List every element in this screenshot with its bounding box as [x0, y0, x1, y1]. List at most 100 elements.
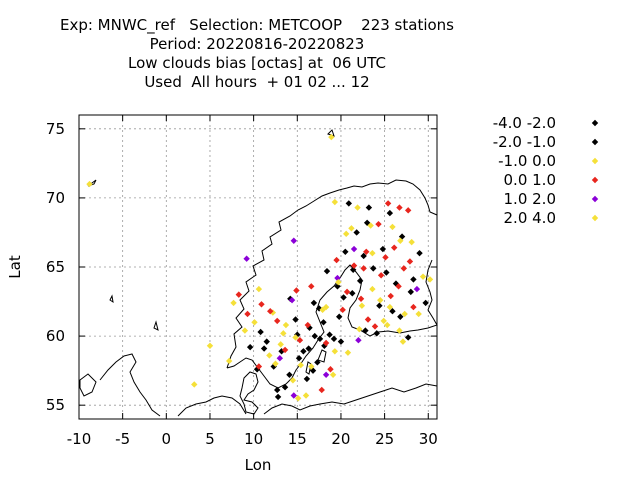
station-point [297, 361, 304, 369]
station-point [303, 375, 311, 383]
station-point [389, 308, 396, 315]
station-point [370, 265, 377, 272]
shetland-coast [153, 320, 159, 331]
x-tick-label: 25 [375, 430, 394, 448]
station-point [342, 230, 350, 238]
station-point [391, 244, 398, 251]
station-point [329, 371, 337, 378]
station-point [263, 338, 270, 345]
legend-entry-label: 0.0 1.0 [504, 171, 556, 189]
station-point [349, 266, 357, 273]
station-point [363, 248, 370, 255]
x-tick-label: 10 [244, 430, 263, 448]
legend-entry-label: -2.0 -1.0 [493, 133, 556, 151]
continent-coast [177, 383, 438, 417]
station-point [369, 285, 376, 293]
station-point [350, 245, 358, 253]
station-point [386, 209, 394, 217]
legend: -4.0 -2.0-2.0 -1.0-1.0 0.00.0 1.01.0 2.0… [493, 114, 599, 227]
legend-entry-marker [591, 119, 599, 127]
legend-entry-marker [591, 176, 599, 184]
station-point [410, 303, 417, 311]
station-point [292, 334, 299, 341]
station-point [383, 269, 390, 276]
station-point [257, 328, 264, 336]
station-point [323, 267, 331, 275]
station-point [206, 342, 214, 349]
station-point [276, 355, 284, 362]
station-point [304, 321, 311, 329]
station-point [376, 302, 383, 309]
station-point [335, 279, 342, 286]
title-line-4: Used All hours + 01 02 ... 12 [144, 73, 370, 91]
station-point [310, 299, 318, 307]
gotland-coast [317, 349, 327, 363]
station-point [191, 381, 198, 388]
station-point [399, 338, 407, 345]
x-tick-label: 20 [331, 430, 350, 448]
station-point [396, 204, 403, 211]
grid-lines [78, 115, 437, 419]
x-tick-label: 0 [162, 430, 172, 448]
station-point [384, 321, 391, 329]
legend-entry-marker [591, 138, 599, 146]
x-tick-label: -5 [115, 430, 130, 448]
station-point [274, 317, 281, 325]
station-point [356, 277, 364, 285]
station-point [401, 310, 408, 318]
station-point [350, 262, 358, 269]
station-point [331, 198, 339, 206]
station-point [292, 316, 299, 323]
station-point [295, 355, 303, 362]
station-point [380, 317, 387, 325]
station-point [373, 330, 380, 337]
station-point [255, 363, 263, 370]
station-point [334, 283, 341, 290]
station-point [371, 323, 379, 330]
denmark-coast [239, 371, 259, 415]
station-point [358, 302, 366, 309]
station-point [349, 290, 356, 297]
station-point [404, 207, 412, 214]
station-point [334, 274, 341, 282]
station-point [274, 393, 282, 401]
title-line-2: Period: 20220816-20220823 [149, 35, 365, 53]
station-point [322, 339, 330, 347]
station-point [415, 310, 422, 318]
station-point [319, 306, 326, 314]
station-point [290, 392, 297, 399]
station-point [300, 348, 307, 355]
station-point [289, 377, 297, 384]
station-point [288, 296, 296, 304]
station-point [379, 245, 387, 253]
station-point [410, 276, 417, 283]
y-axis-label: Lat [6, 255, 24, 279]
legend-entry-marker [591, 214, 599, 222]
station-point [360, 265, 367, 272]
station-point [235, 291, 242, 298]
station-point [293, 287, 300, 294]
title-line-1: Exp: MNWC_ref Selection: METCOOP 223 sta… [59, 16, 454, 34]
station-point [426, 276, 434, 283]
station-point [345, 200, 353, 207]
station-point [305, 345, 312, 352]
station-point [331, 348, 339, 355]
station-point [286, 371, 293, 378]
station-point [404, 334, 412, 341]
station-point [408, 238, 415, 246]
station-point [308, 283, 315, 290]
station-point [336, 313, 343, 320]
station-point [397, 237, 404, 244]
legend-entry-label: 2.0 4.0 [504, 209, 556, 227]
station-point [322, 371, 330, 378]
y-tick-label: 75 [46, 120, 65, 138]
station-point [356, 325, 363, 333]
station-point [316, 335, 324, 343]
legend-entry-label: 1.0 2.0 [504, 190, 556, 208]
station-point [320, 319, 327, 326]
station-point [355, 337, 362, 344]
station-point [333, 256, 340, 264]
title-line-3: Low clouds bias [octas] at 06 UTC [128, 54, 386, 72]
station-point [266, 352, 273, 359]
legend-entry-label: -1.0 0.0 [498, 152, 556, 170]
